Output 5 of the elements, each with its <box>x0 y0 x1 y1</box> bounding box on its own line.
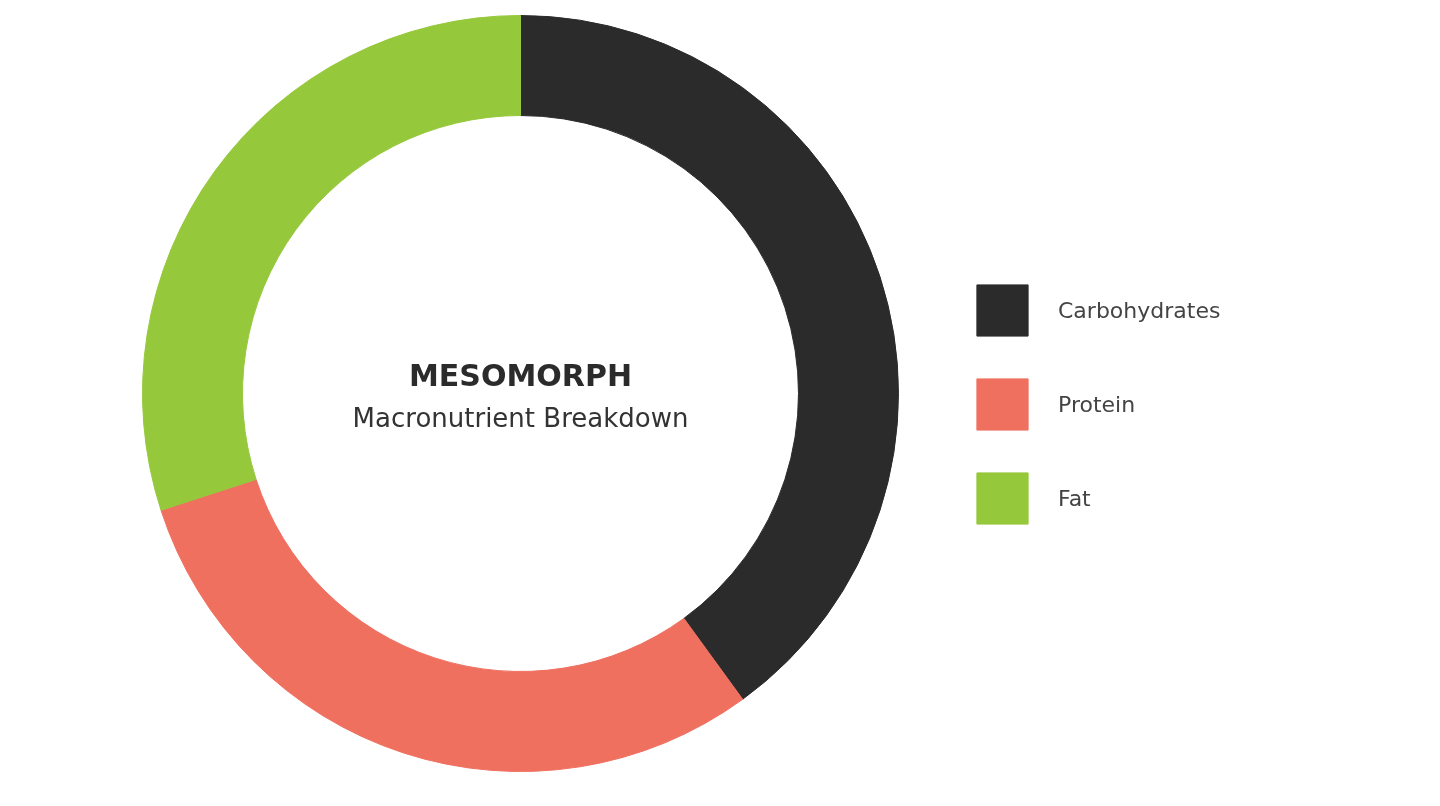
legend-label: Carbohydrates <box>1058 297 1221 323</box>
text: MESOMORPH <box>409 358 633 393</box>
text: Macronutrient Breakdown <box>352 402 689 433</box>
legend-label: Protein <box>1058 391 1136 417</box>
legend-label: Fat <box>1058 485 1091 511</box>
